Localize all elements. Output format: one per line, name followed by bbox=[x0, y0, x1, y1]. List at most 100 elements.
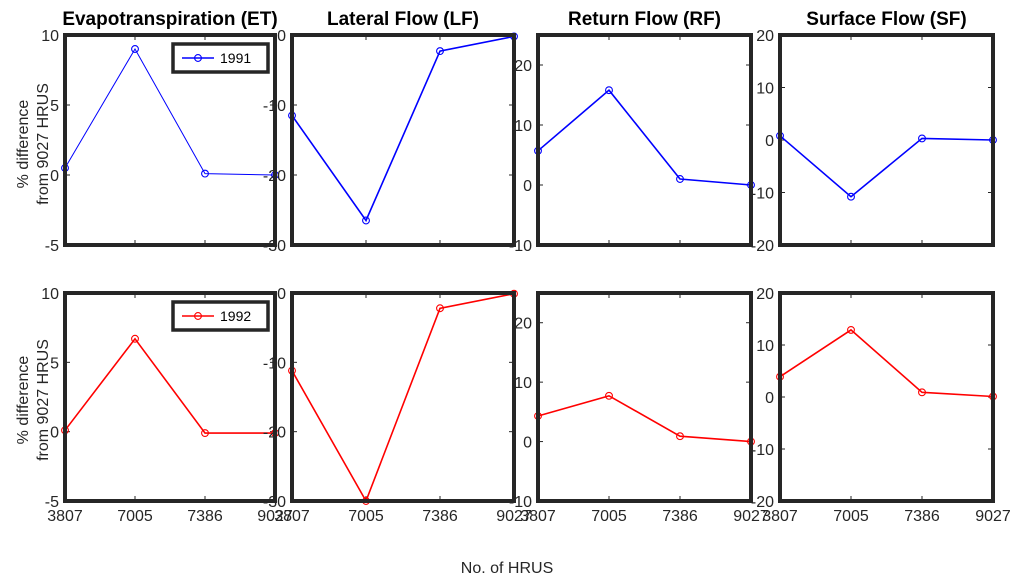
series-line bbox=[291, 292, 515, 503]
x-tick-label: 9027 bbox=[496, 508, 532, 525]
data-point bbox=[605, 86, 613, 95]
x-tick-label: 3807 bbox=[47, 508, 83, 525]
axes-frame bbox=[290, 291, 516, 503]
x-axis-label: No. of HRUS bbox=[461, 560, 553, 577]
y-tick-label: -20 bbox=[751, 494, 774, 511]
data-point bbox=[676, 432, 684, 441]
axes-frame bbox=[63, 33, 277, 247]
y-axis-label-bottom-line1: % difference bbox=[15, 356, 32, 445]
y-tick-label: -30 bbox=[263, 494, 286, 511]
legend-label: 1992 bbox=[220, 308, 251, 324]
data-point bbox=[918, 134, 926, 143]
y-tick-label: 5 bbox=[50, 355, 59, 372]
axes-frame bbox=[536, 291, 753, 503]
data-point bbox=[436, 304, 444, 313]
panel-4: Surface Flow (SF) -20 -10 0 10 20 bbox=[751, 9, 997, 255]
y-tick-label: -5 bbox=[45, 238, 59, 255]
series-line bbox=[291, 35, 515, 223]
y-tick-label: 0 bbox=[523, 435, 532, 452]
data-point bbox=[436, 47, 444, 56]
x-tick-label: 7005 bbox=[117, 508, 153, 525]
series-line bbox=[537, 89, 752, 186]
y-tick-label: 0 bbox=[523, 178, 532, 195]
panel-6: -30 -20 -10 0 3807 7005 7386 9027 bbox=[263, 286, 532, 525]
series-line bbox=[779, 135, 994, 198]
chart-panels: Evapotranspiration (ET) -5 0 5 10 1991 Lateral… bbox=[41, 9, 1011, 525]
y-tick-label: 10 bbox=[756, 81, 774, 98]
y-tick-label: 10 bbox=[41, 286, 59, 303]
data-point bbox=[676, 175, 684, 183]
x-tick-label: 3807 bbox=[762, 508, 798, 525]
y-tick-label: -10 bbox=[509, 494, 532, 511]
legend-marker bbox=[194, 54, 202, 62]
y-tick-label: 10 bbox=[41, 28, 59, 45]
y-tick-label: 20 bbox=[514, 58, 532, 75]
x-tick-label: 7386 bbox=[422, 508, 458, 525]
data-point bbox=[362, 216, 370, 225]
y-tick-label: -10 bbox=[263, 355, 286, 372]
panel-8: -20 -10 0 10 20 3807 7005 7386 9027 bbox=[751, 286, 1011, 525]
series-line bbox=[64, 47, 276, 176]
y-tick-label: 0 bbox=[50, 425, 59, 442]
y-tick-label: 20 bbox=[756, 286, 774, 303]
y-tick-label: 20 bbox=[756, 28, 774, 45]
y-tick-label: -5 bbox=[45, 494, 59, 511]
panel-7: -10 0 10 20 3807 7005 7386 9027 bbox=[509, 291, 769, 525]
panel-title: Lateral Flow (LF) bbox=[327, 9, 479, 30]
data-point bbox=[131, 334, 139, 343]
x-tick-label: 7005 bbox=[348, 508, 384, 525]
y-tick-label: 0 bbox=[277, 286, 286, 303]
y-axis-label-top-line1: % difference bbox=[15, 100, 32, 189]
axes-frame bbox=[778, 33, 995, 247]
x-tick-label: 7005 bbox=[833, 508, 869, 525]
y-tick-label: -10 bbox=[751, 186, 774, 203]
y-tick-label: -10 bbox=[263, 98, 286, 115]
data-point bbox=[605, 391, 613, 400]
y-tick-label: 10 bbox=[514, 118, 532, 135]
y-tick-label: 0 bbox=[277, 28, 286, 45]
panel-2: Lateral Flow (LF) -30 -20 -10 0 bbox=[263, 9, 518, 255]
x-tick-label: 7386 bbox=[662, 508, 698, 525]
data-point bbox=[847, 192, 855, 201]
y-tick-label: 0 bbox=[50, 168, 59, 185]
x-tick-label: 7005 bbox=[591, 508, 627, 525]
panel-title: Surface Flow (SF) bbox=[806, 9, 966, 30]
x-tick-label: 9027 bbox=[733, 508, 769, 525]
legend-marker bbox=[194, 312, 202, 320]
axes-frame bbox=[290, 33, 516, 247]
legend-label: 1991 bbox=[220, 50, 251, 66]
panel-3: Return Flow (RF) -10 0 10 20 bbox=[509, 9, 755, 255]
series-line bbox=[64, 337, 275, 434]
y-tick-label: -20 bbox=[751, 238, 774, 255]
panel-title: Return Flow (RF) bbox=[568, 9, 721, 30]
y-axis-label-bottom-line2: from 9027 HRUS bbox=[35, 339, 52, 461]
data-point bbox=[918, 388, 926, 397]
axes-frame bbox=[63, 291, 277, 503]
y-tick-label: 5 bbox=[50, 98, 59, 115]
x-tick-label: 7386 bbox=[187, 508, 223, 525]
y-tick-label: -30 bbox=[263, 238, 286, 255]
y-tick-label: -20 bbox=[263, 168, 286, 185]
panel-5: -5 0 5 10 3807 7005 7386 9027 1992 bbox=[41, 286, 293, 525]
y-tick-label: -20 bbox=[263, 425, 286, 442]
y-tick-label: -10 bbox=[509, 238, 532, 255]
x-tick-label: 9027 bbox=[975, 508, 1011, 525]
panel-1: Evapotranspiration (ET) -5 0 5 10 1991 bbox=[41, 9, 279, 255]
y-tick-label: 10 bbox=[756, 338, 774, 355]
y-tick-label: 20 bbox=[514, 316, 532, 333]
x-tick-label: 9027 bbox=[257, 508, 293, 525]
x-tick-label: 3807 bbox=[274, 508, 310, 525]
y-axis-label-top-line2: from 9027 HRUS bbox=[35, 83, 52, 205]
data-point bbox=[201, 429, 209, 438]
axes-frame bbox=[778, 291, 995, 503]
data-point bbox=[847, 325, 855, 334]
panel-title: Evapotranspiration (ET) bbox=[62, 9, 277, 30]
data-point bbox=[131, 45, 139, 53]
data-point bbox=[201, 169, 209, 178]
x-tick-label: 7386 bbox=[904, 508, 940, 525]
legend-box bbox=[171, 42, 270, 74]
series-line bbox=[537, 394, 752, 443]
y-tick-label: 0 bbox=[765, 133, 774, 150]
